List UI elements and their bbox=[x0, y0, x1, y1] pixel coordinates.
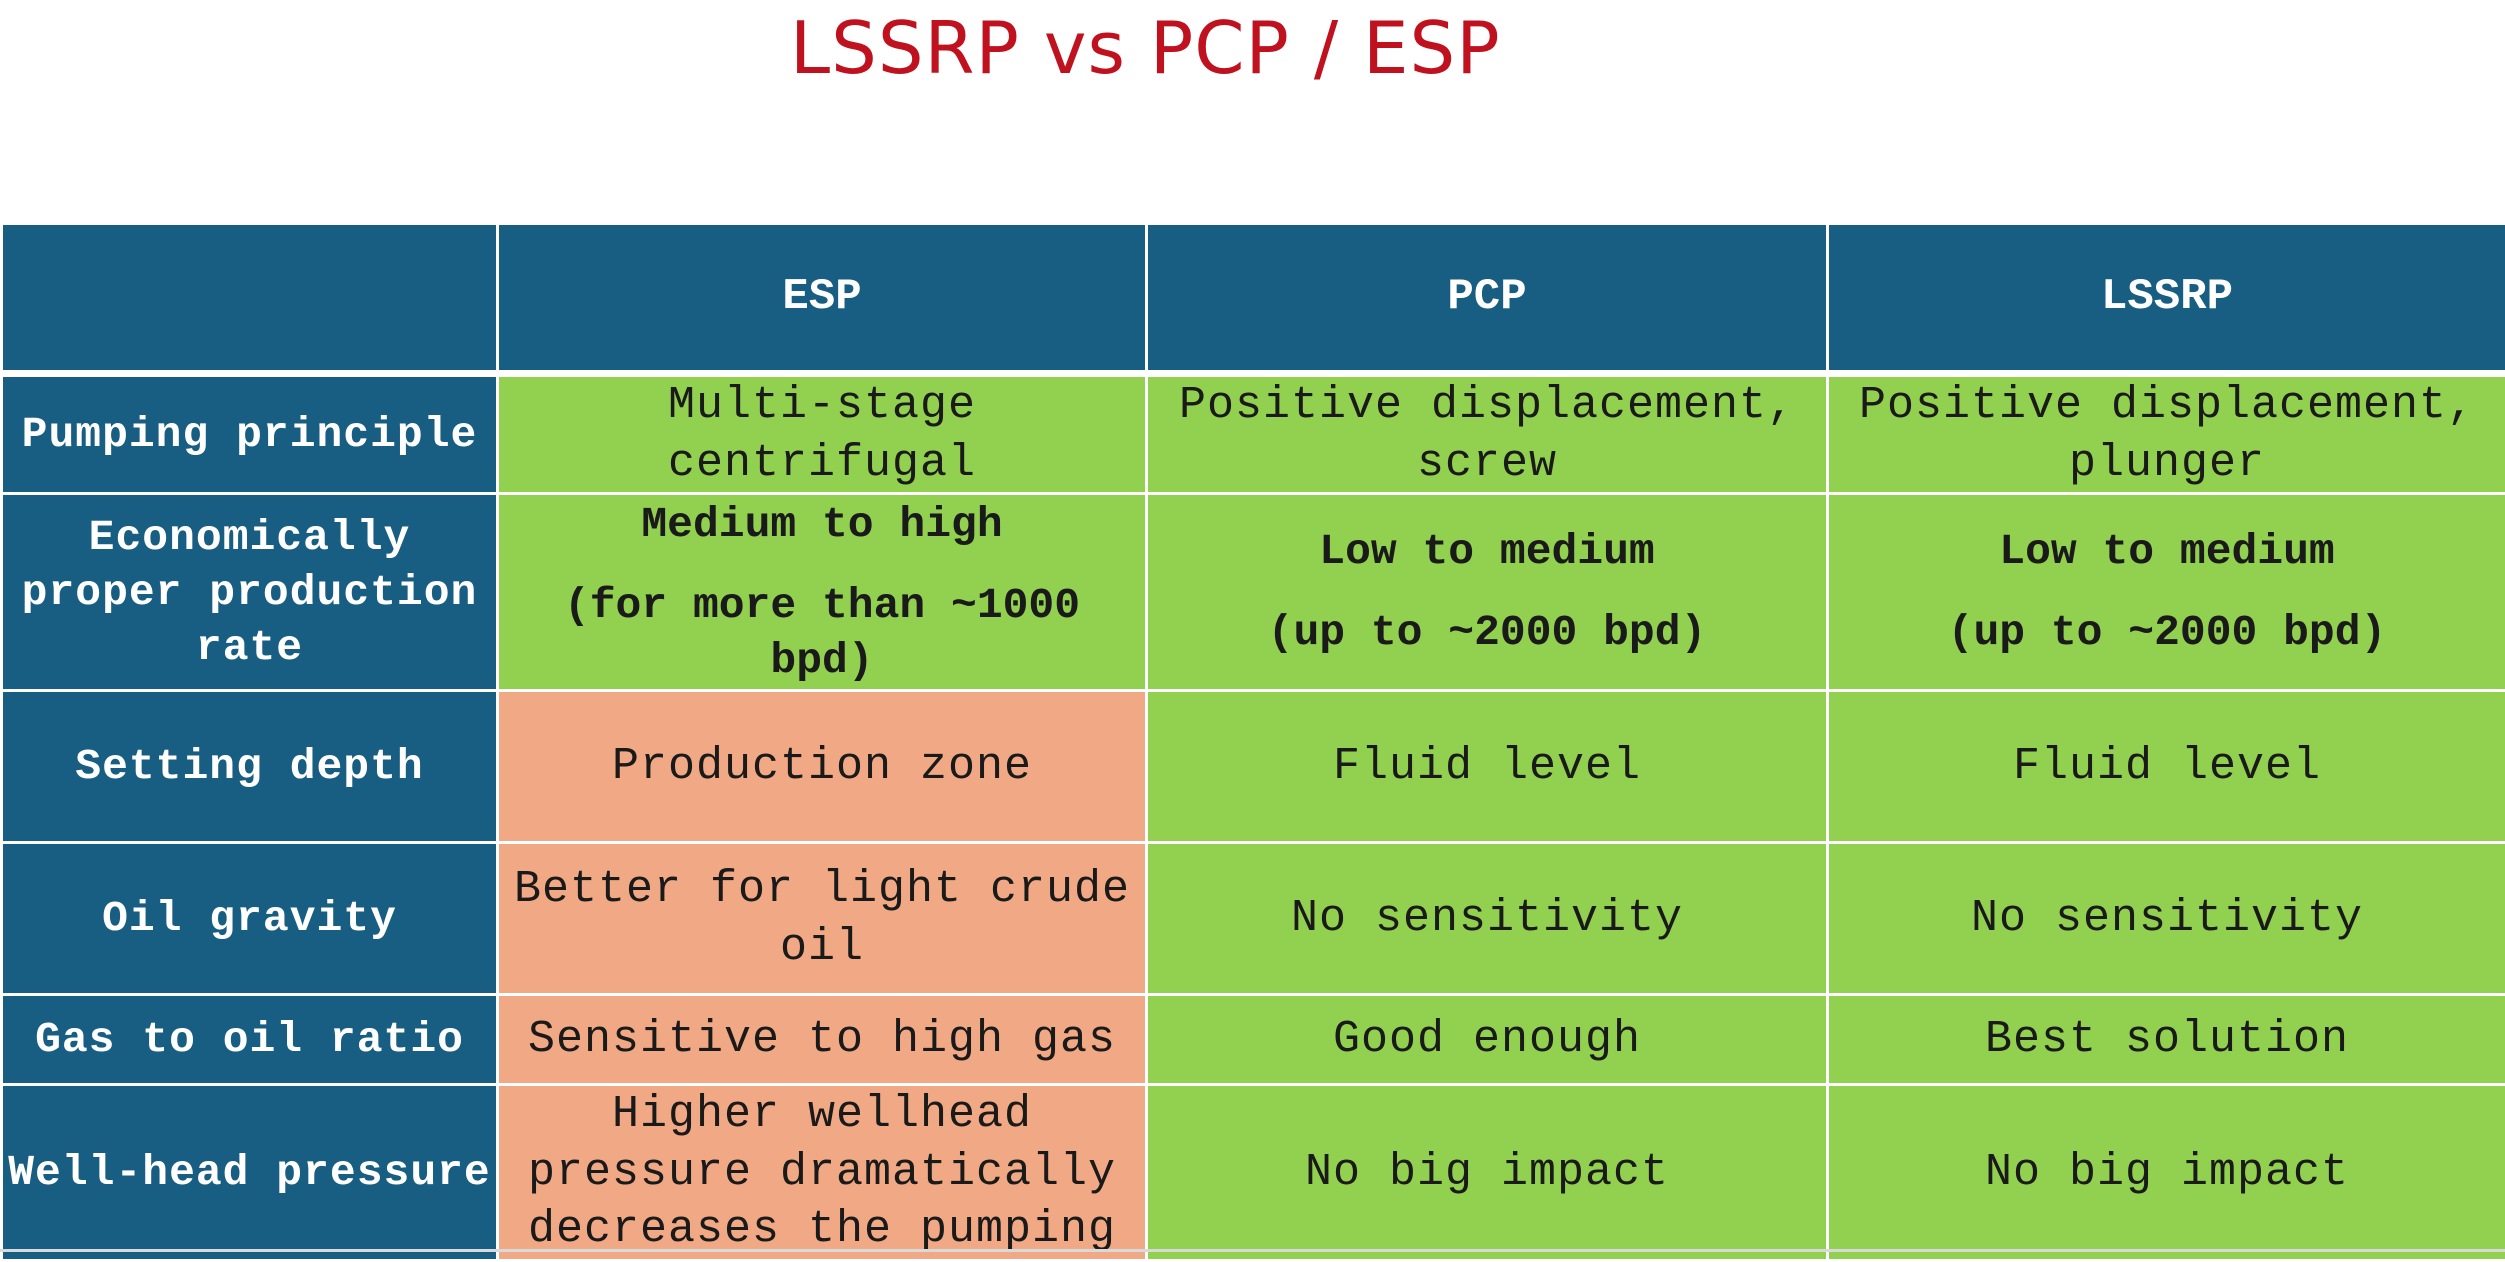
cell-line: (up to ~2000 bpd) bbox=[1152, 605, 1822, 660]
row-label: Setting depth bbox=[2, 691, 498, 843]
header-cell-empty bbox=[2, 224, 498, 374]
table-row: Gas to oil ratio Sensitive to high gas G… bbox=[2, 995, 2505, 1085]
cell-pcp: Positive displacement, screw bbox=[1147, 374, 1828, 494]
header-cell-pcp: PCP bbox=[1147, 224, 1828, 374]
cell-esp: Better for light crude oil bbox=[498, 843, 1147, 995]
table-row: Setting depth Production zone Fluid leve… bbox=[2, 691, 2505, 843]
cell-esp: Medium to high (for more than ~1000 bpd) bbox=[498, 494, 1147, 691]
row-label: Gas to oil ratio bbox=[2, 995, 498, 1085]
cell-line: Medium to high bbox=[503, 497, 1141, 552]
cell-line: Low to medium bbox=[1833, 524, 2501, 579]
row-label: Economically proper production rate bbox=[2, 494, 498, 691]
cell-lssrp: Fluid level bbox=[1828, 691, 2505, 843]
cell-pcp: Low to medium (up to ~2000 bpd) bbox=[1147, 494, 1828, 691]
cell-esp: Sensitive to high gas bbox=[498, 995, 1147, 1085]
cell-esp: Higher wellhead pressure dramatically de… bbox=[498, 1085, 1147, 1261]
header-cell-lssrp: LSSRP bbox=[1828, 224, 2505, 374]
table-header-row: ESP PCP LSSRP bbox=[2, 224, 2505, 374]
cell-lssrp: Low to medium (up to ~2000 bpd) bbox=[1828, 494, 2505, 691]
header-cell-esp: ESP bbox=[498, 224, 1147, 374]
cell-lssrp: Best solution bbox=[1828, 995, 2505, 1085]
page-title: LSSRP vs PCP / ESP bbox=[790, 6, 1501, 90]
divider bbox=[0, 1249, 2505, 1252]
table-row: Economically proper production rate Medi… bbox=[2, 494, 2505, 691]
row-label: Pumping principle bbox=[2, 374, 498, 494]
cell-line: (up to ~2000 bpd) bbox=[1833, 605, 2501, 660]
cell-esp: Production zone bbox=[498, 691, 1147, 843]
table-row: Pumping principle Multi-stage centrifuga… bbox=[2, 374, 2505, 494]
cell-esp: Multi-stage centrifugal bbox=[498, 374, 1147, 494]
cell-lssrp: No sensitivity bbox=[1828, 843, 2505, 995]
cell-pcp: Fluid level bbox=[1147, 691, 1828, 843]
comparison-table: ESP PCP LSSRP Pumping principle Multi-st… bbox=[0, 222, 2505, 1262]
cell-pcp: No big impact bbox=[1147, 1085, 1828, 1261]
cell-pcp: No sensitivity bbox=[1147, 843, 1828, 995]
cell-line: (for more than ~1000 bpd) bbox=[503, 578, 1141, 688]
table-row: Well-head pressure Higher wellhead press… bbox=[2, 1085, 2505, 1261]
cell-line: Low to medium bbox=[1152, 524, 1822, 579]
cell-lssrp: No big impact bbox=[1828, 1085, 2505, 1261]
cell-lssrp: Positive displacement, plunger bbox=[1828, 374, 2505, 494]
row-label: Oil gravity bbox=[2, 843, 498, 995]
cell-pcp: Good enough bbox=[1147, 995, 1828, 1085]
table-row: Oil gravity Better for light crude oil N… bbox=[2, 843, 2505, 995]
row-label: Well-head pressure bbox=[2, 1085, 498, 1261]
